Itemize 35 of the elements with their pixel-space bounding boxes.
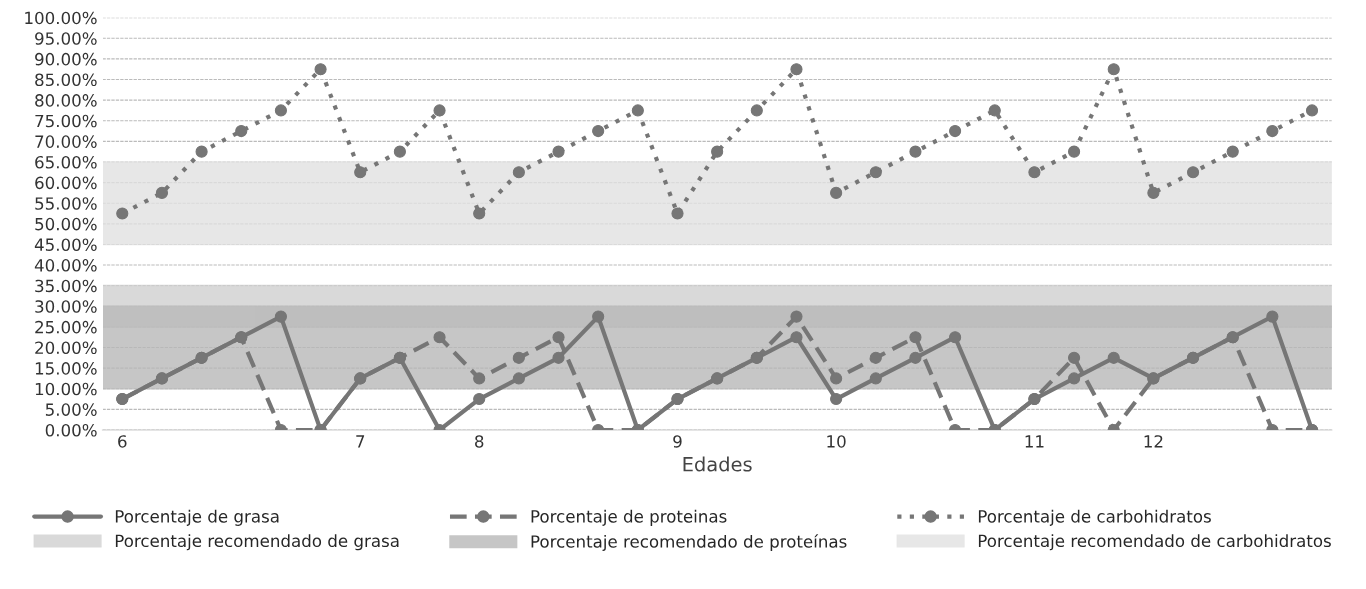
y-tick-label: 30.00%: [35, 300, 97, 313]
y-tick-label: 80.00%: [35, 94, 97, 107]
y-tick-label: 15.00%: [35, 362, 97, 375]
x-axis-title: Edades: [683, 456, 752, 472]
x-tick-label: 12: [1144, 435, 1163, 448]
legend-label: Porcentaje de proteinas: [531, 509, 727, 526]
y-tick-label: 45.00%: [34, 238, 97, 251]
x-tick-label: 11: [1025, 435, 1044, 448]
legend-label: Porcentaje recomendado de grasa: [115, 534, 399, 551]
x-tick-label: 10: [827, 435, 846, 448]
y-tick-label: 70.00%: [35, 135, 97, 148]
y-tick-label: 75.00%: [35, 114, 97, 128]
y-tick-label: 50.00%: [35, 217, 97, 231]
y-tick-label: 5.00%: [45, 403, 97, 416]
y-tick-label: 35.00%: [35, 279, 97, 293]
y-tick-label: 25.00%: [35, 320, 97, 334]
y-tick-label: 55.00%: [35, 197, 97, 210]
y-tick-label: 20.00%: [35, 341, 97, 355]
y-tick-label: 0.00%: [45, 423, 97, 437]
x-tick-label: 9: [673, 435, 682, 448]
x-tick-label: 6: [118, 435, 127, 448]
legend-label: Porcentaje recomendado de proteínas: [531, 534, 847, 552]
x-tick-label: 7: [356, 435, 365, 448]
y-tick-label: 60.00%: [35, 176, 97, 190]
legend-label: Porcentaje de carbohidratos: [978, 509, 1211, 526]
legend-label: Porcentaje recomendado de carbohidratos: [978, 534, 1331, 551]
y-tick-label: 90.00%: [35, 52, 97, 66]
y-tick-label: 95.00%: [35, 32, 97, 45]
x-tick-label: 8: [475, 435, 484, 448]
y-tick-label: 40.00%: [34, 259, 97, 272]
y-tick-label: 65.00%: [35, 155, 97, 169]
y-tick-label: 85.00%: [35, 73, 97, 87]
legend-label: Porcentaje de grasa: [115, 509, 279, 526]
y-tick-label: 100.00%: [25, 11, 97, 25]
y-tick-label: 10.00%: [35, 382, 97, 396]
